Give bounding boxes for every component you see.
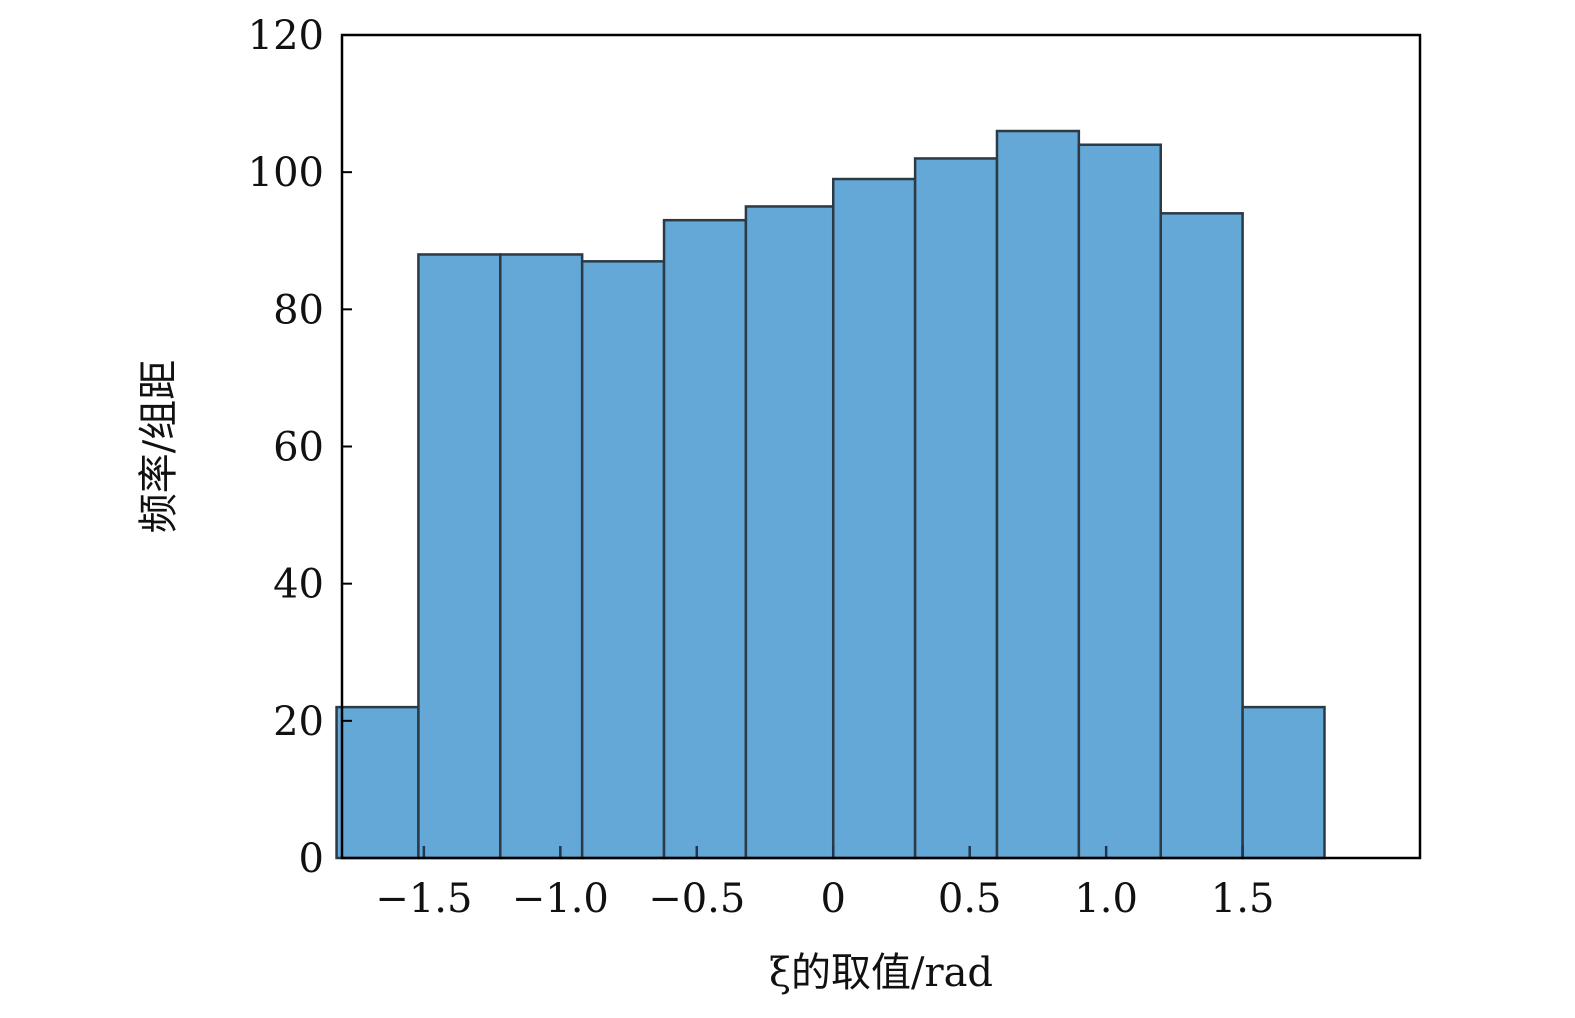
y-axis-title: 频率/组距 [136,360,182,533]
x-tick-label: 0 [821,876,846,922]
histogram-bar [913,157,999,860]
histogram-bar [1077,143,1162,860]
x-tick-label: 1.5 [1211,876,1275,922]
x-axis-title: ξ的取值/rad [769,950,993,996]
y-tick-label: 80 [273,287,324,333]
plot-frame [340,33,1422,860]
y-tick-label: 20 [273,699,324,745]
histogram-bar [995,129,1081,860]
histogram-bar [662,218,748,860]
histogram-bar [417,253,502,860]
histogram-bar [580,260,666,860]
y-tick-label: 0 [299,836,324,882]
x-tick-label: 1.0 [1074,876,1138,922]
histogram-bar [744,205,835,860]
x-tick-label: −1.5 [375,876,472,922]
bars-layer [335,129,1326,860]
y-tick-label: 120 [248,13,324,59]
y-tick-label: 100 [248,150,324,196]
histogram-bar [1241,705,1326,860]
histogram-bar [499,253,584,860]
x-tick-label: −1.0 [512,876,609,922]
histogram-bar [335,705,420,860]
histogram-bar [831,177,917,860]
y-tick-label: 60 [273,425,324,471]
histogram-bar [1159,212,1244,860]
y-tick-label: 40 [273,562,324,608]
x-tick-label: 0.5 [938,876,1002,922]
labels-layer: −1.5 −1.0 −0.5 0 0.5 1.0 1.5 0 20 40 60 80 100 120 [248,13,1275,922]
x-tick-label: −0.5 [648,876,745,922]
